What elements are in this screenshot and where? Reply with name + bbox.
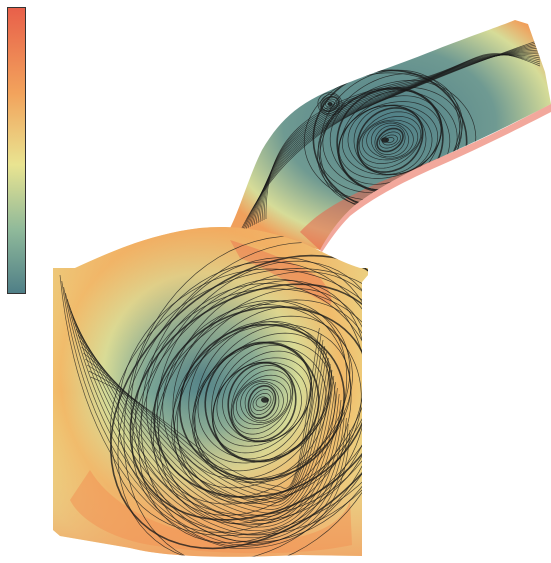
chamber-streamline-2 — [250, 389, 274, 415]
chamber-streamline-7 — [232, 374, 292, 430]
port-secondary-vortex-core — [327, 102, 333, 106]
chamber-wall-streamline-3 — [65, 292, 345, 539]
port-vortex — [327, 102, 389, 143]
port-small-streamline-2 — [322, 98, 338, 110]
chamber-wall-streamline-6 — [70, 310, 340, 528]
chamber-wall-streamline-8 — [74, 322, 336, 521]
colorbar — [7, 7, 26, 294]
port-streamline-8 — [358, 116, 422, 164]
port-streamline-14 — [338, 101, 442, 179]
chamber-wall-streamline-11 — [79, 340, 331, 510]
chamber-vortex-core — [261, 397, 269, 403]
port-streamline-10 — [356, 107, 424, 173]
port-small-streamline-4 — [319, 94, 341, 114]
chamber-streamline-10 — [227, 362, 297, 442]
chamber-wall-streamline-0 — [59, 274, 351, 549]
chamber-streamlines — [59, 236, 368, 557]
chamber-streamline-27 — [173, 306, 351, 498]
chamber-wall-streamline-15 — [86, 339, 324, 496]
port-streamline-3 — [376, 127, 404, 153]
chamber-wall-streamline-17 — [90, 327, 320, 489]
port-streamline-12 — [347, 104, 433, 176]
chamber-region — [53, 226, 368, 557]
port-streamline-6 — [366, 121, 414, 159]
chamber-streamline-46 — [117, 242, 368, 557]
chamber-hot-band-upper — [230, 240, 332, 305]
chamber-streamline-39 — [131, 271, 368, 533]
chamber-hot-band-lower — [70, 470, 352, 554]
chamber-wall-streamline-13 — [83, 351, 327, 503]
chamber-streamline-18 — [197, 343, 327, 461]
chamber-streamline-25 — [172, 323, 352, 481]
chamber-streamline-20 — [191, 332, 333, 472]
chamber-wall-streamline-16 — [88, 333, 322, 493]
port-streamline-4 — [374, 125, 406, 155]
chamber-streamline-8 — [231, 369, 293, 435]
port-small-streamline-5 — [317, 92, 343, 116]
chamber-streamline-42 — [130, 261, 368, 543]
chamber-streamline-14 — [211, 350, 313, 454]
chamber-streamline-33 — [153, 288, 368, 516]
chamber-wall-streamline-12 — [81, 346, 329, 507]
port-region — [228, 20, 551, 252]
chamber-streamline-17 — [204, 341, 320, 463]
port-hot-edge — [300, 104, 551, 252]
chamber-wall-streamline-1 — [61, 280, 349, 546]
port-streamline-2 — [379, 131, 401, 149]
chamber-streamline-37 — [135, 288, 368, 516]
chamber-wall-streamline-9 — [75, 328, 335, 517]
chamber-streamline-47 — [123, 236, 368, 557]
port-small-streamline-1 — [325, 100, 335, 108]
port-vortex-core — [381, 137, 389, 143]
chamber-wall-streamline-2 — [63, 286, 347, 542]
port-streamline-5 — [370, 122, 410, 158]
chamber-streamline-1 — [252, 392, 272, 412]
chamber-wall-streamline-10 — [77, 334, 333, 514]
chamber-streamline-6 — [235, 379, 289, 425]
chamber-streamline-29 — [172, 300, 352, 504]
chamber-streamline-4 — [244, 382, 280, 422]
chamber-streamline-43 — [117, 268, 368, 536]
chamber-streamline-40 — [138, 260, 368, 544]
port-small-streamline-3 — [320, 96, 340, 112]
chamber-streamline-41 — [140, 257, 368, 547]
chamber-streamline-12 — [216, 361, 308, 443]
chamber-wall-streamline-7 — [72, 316, 338, 524]
port-streamline-7 — [361, 119, 419, 161]
chamber-streamline-5 — [240, 381, 284, 423]
chamber-streamline-0 — [255, 396, 269, 408]
chamber-streamline-45 — [109, 254, 368, 550]
port-streamline-1 — [382, 134, 398, 146]
chamber-wall-streamline-14 — [85, 345, 326, 500]
chamber-vortex — [261, 397, 269, 403]
chamber-streamline-3 — [247, 385, 277, 419]
chamber-streamline-34 — [158, 280, 366, 524]
chamber-streamline-44 — [109, 268, 368, 536]
colorbar-fill — [8, 8, 25, 293]
port-flow-streamline-13 — [265, 53, 541, 220]
chamber-wall-streamline-5 — [68, 304, 342, 532]
chamber-streamline-38 — [129, 283, 368, 521]
